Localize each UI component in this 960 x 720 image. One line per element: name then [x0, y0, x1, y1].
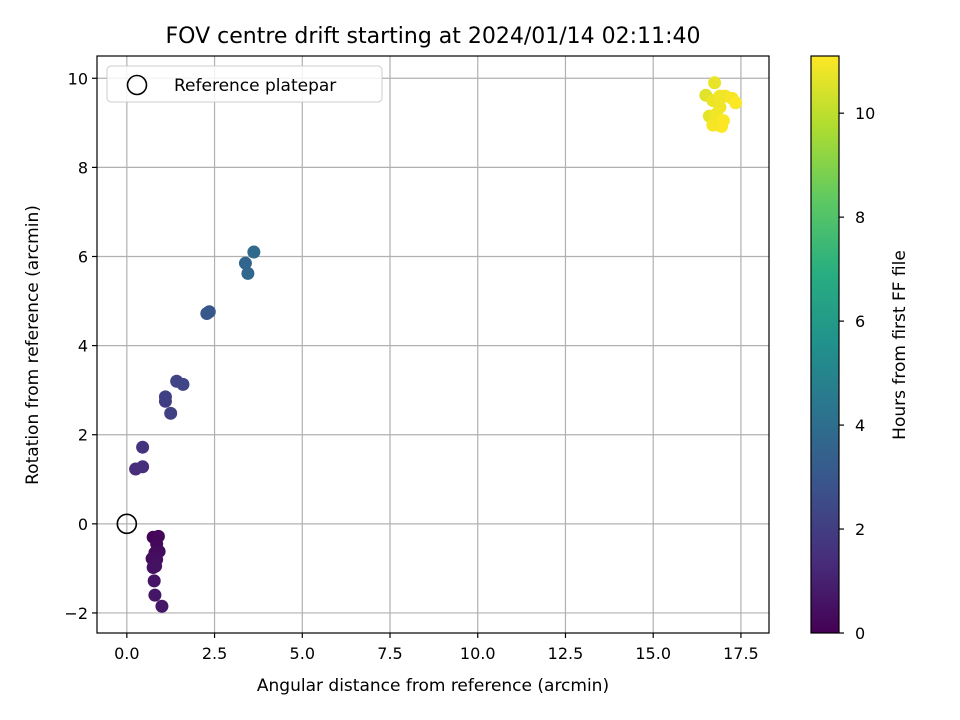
data-point: [155, 599, 169, 613]
data-point: [147, 574, 161, 588]
grid-lines: [97, 56, 769, 633]
colorbar-frame: [810, 55, 840, 634]
y-axis-ticks: −2 0 2 4 6 8 10: [64, 69, 97, 623]
colorbar-tick-label: 4: [855, 416, 865, 435]
y-tick-label: 10: [68, 69, 88, 88]
data-point: [148, 588, 162, 602]
colorbar-tick-label: 2: [855, 520, 865, 539]
y-tick-label: −2: [64, 604, 88, 623]
colorbar-tick-label: 8: [855, 208, 865, 227]
colorbar: [811, 56, 839, 633]
x-tick-label: 2.5: [202, 644, 227, 663]
x-tick-label: 12.5: [548, 644, 584, 663]
legend-box: [106, 65, 383, 103]
data-point: [238, 256, 252, 270]
data-point: [247, 245, 261, 259]
data-point: [713, 89, 727, 103]
colorbar-tick-label: 6: [855, 312, 865, 331]
x-tick-label: 7.5: [377, 644, 402, 663]
data-points: [129, 76, 743, 613]
data-point: [708, 76, 722, 90]
data-point: [241, 266, 255, 280]
legend-label: Reference platepar: [174, 76, 336, 96]
x-tick-label: 5.0: [290, 644, 315, 663]
x-axis-ticks: 0.0 2.5 5.0 7.5 10.0 12.5 15.0 17.5: [114, 633, 759, 663]
colorbar-label: Hours from first FF file: [890, 250, 910, 440]
colorbar-ticks: 0 2 4 6 8 10: [839, 104, 875, 643]
y-axis-label: Rotation from reference (arcmin): [23, 205, 43, 485]
colorbar-tick-label: 10: [855, 104, 875, 123]
x-tick-label: 17.5: [723, 644, 759, 663]
y-tick-label: 6: [78, 248, 88, 267]
x-tick-label: 15.0: [635, 644, 671, 663]
data-point: [158, 390, 172, 404]
data-point: [164, 406, 178, 420]
data-point: [136, 460, 150, 474]
data-point: [202, 305, 216, 319]
x-axis-label: Angular distance from reference (arcmin): [257, 676, 609, 696]
y-tick-label: 0: [78, 515, 88, 534]
data-point: [149, 559, 163, 573]
data-point: [136, 440, 150, 454]
y-tick-label: 2: [78, 426, 88, 445]
reference-platepar-marker: [116, 513, 138, 535]
colorbar-tick-label: 0: [855, 624, 865, 643]
y-tick-label: 4: [78, 337, 88, 356]
x-tick-label: 0.0: [114, 644, 139, 663]
data-point: [729, 96, 743, 110]
plot-frame: [96, 55, 770, 634]
y-tick-label: 8: [78, 158, 88, 177]
chart-title: FOV centre drift starting at 2024/01/14 …: [166, 24, 701, 49]
legend-open-circle-icon: [126, 74, 148, 96]
legend: Reference platepar: [106, 65, 383, 103]
data-point: [176, 377, 190, 391]
data-point: [706, 118, 720, 132]
x-tick-label: 10.0: [460, 644, 496, 663]
